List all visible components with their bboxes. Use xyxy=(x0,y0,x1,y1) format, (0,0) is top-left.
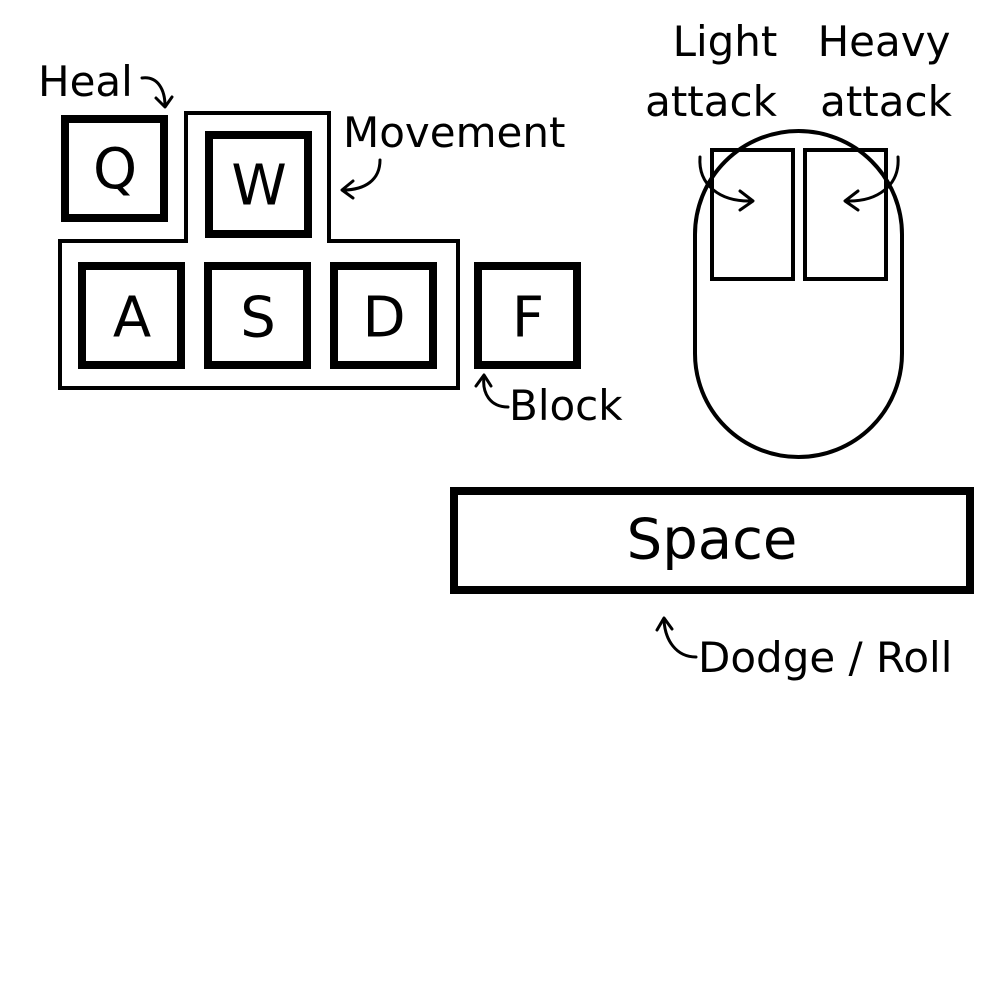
key-d-label: D xyxy=(362,286,405,351)
mouse-icon xyxy=(693,129,904,459)
key-f: F xyxy=(474,262,581,369)
block-label: Block xyxy=(509,381,623,430)
movement-label: Movement xyxy=(343,108,565,157)
key-d: D xyxy=(330,262,437,369)
key-space-label: Space xyxy=(627,508,798,573)
key-q: Q xyxy=(61,115,168,222)
key-a: A xyxy=(78,262,185,369)
light-attack-label-line2: attack xyxy=(645,77,778,126)
dodge-roll-label: Dodge / Roll xyxy=(698,633,952,682)
heal-arrow-icon xyxy=(140,76,174,109)
heal-label: Heal xyxy=(38,57,133,106)
dodge-arrow-icon xyxy=(655,616,698,659)
mouse-left-button xyxy=(710,148,795,281)
movement-key-group-outline xyxy=(58,111,460,390)
key-q-label: Q xyxy=(93,138,137,203)
heavy-attack-arrow-icon xyxy=(843,155,900,212)
key-w-label: W xyxy=(231,154,286,219)
key-space: Space xyxy=(450,487,974,594)
mouse-body xyxy=(693,129,904,459)
key-s-label: S xyxy=(240,286,276,351)
key-w: W xyxy=(205,131,312,238)
key-s: S xyxy=(204,262,311,369)
heavy-attack-label-line2: attack xyxy=(820,77,953,126)
light-attack-arrow-icon xyxy=(698,155,755,212)
movement-arrow-icon xyxy=(340,158,382,200)
block-arrow-icon xyxy=(474,373,510,409)
mouse-right-button xyxy=(803,148,888,281)
key-a-label: A xyxy=(113,286,151,351)
heavy-attack-label-line1: Heavy xyxy=(818,17,951,66)
light-attack-label-line1: Light xyxy=(673,17,778,66)
key-f-label: F xyxy=(512,286,544,351)
